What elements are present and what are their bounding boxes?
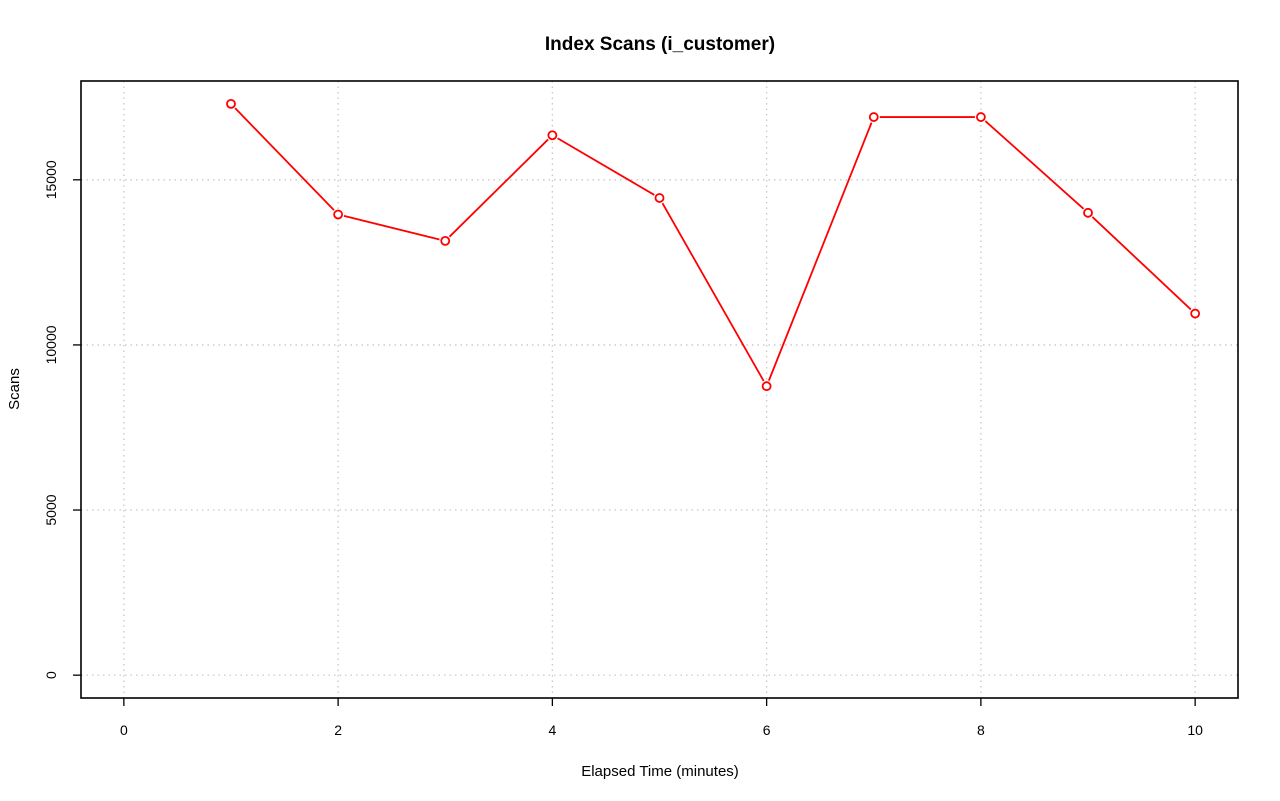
x-tick-label: 10 bbox=[1187, 722, 1203, 738]
data-point bbox=[868, 112, 879, 122]
grid bbox=[81, 81, 1238, 698]
series-segment bbox=[768, 122, 873, 381]
x-tick-label: 6 bbox=[763, 722, 771, 738]
data-point bbox=[1190, 308, 1201, 319]
data-point bbox=[440, 235, 451, 246]
series-segment bbox=[448, 138, 549, 238]
y-tick-label: 15000 bbox=[43, 160, 59, 199]
series-segment bbox=[661, 202, 765, 382]
data-point bbox=[761, 381, 772, 392]
chart-title: Index Scans (i_customer) bbox=[545, 34, 775, 55]
x-axis-label: Elapsed Time (minutes) bbox=[581, 763, 739, 780]
data-point bbox=[654, 193, 665, 203]
data-point bbox=[1083, 207, 1093, 218]
plot-frame bbox=[80, 80, 1239, 699]
y-tick-label: 5000 bbox=[43, 494, 59, 525]
series-segment bbox=[1091, 216, 1192, 311]
y-tick-label: 10000 bbox=[43, 325, 59, 364]
y-tick-label: 0 bbox=[43, 671, 59, 679]
data-point bbox=[547, 130, 558, 141]
x-tick-label: 4 bbox=[548, 722, 556, 738]
data-point bbox=[975, 112, 986, 122]
series-segment bbox=[234, 107, 335, 211]
y-axis-label: Scans bbox=[6, 368, 23, 410]
data-point bbox=[226, 98, 236, 109]
series-segment bbox=[557, 137, 655, 196]
series-layer bbox=[226, 98, 1201, 392]
x-tick-label: 2 bbox=[334, 722, 342, 738]
y-axis: 0 5000 10000 15000 bbox=[43, 160, 81, 679]
data-point bbox=[333, 209, 344, 220]
series-segment bbox=[343, 215, 440, 241]
series-segment bbox=[984, 120, 1085, 210]
x-tick-label: 0 bbox=[120, 722, 128, 738]
x-axis: 0 2 4 6 8 10 bbox=[120, 698, 1203, 738]
x-tick-label: 8 bbox=[977, 722, 985, 738]
